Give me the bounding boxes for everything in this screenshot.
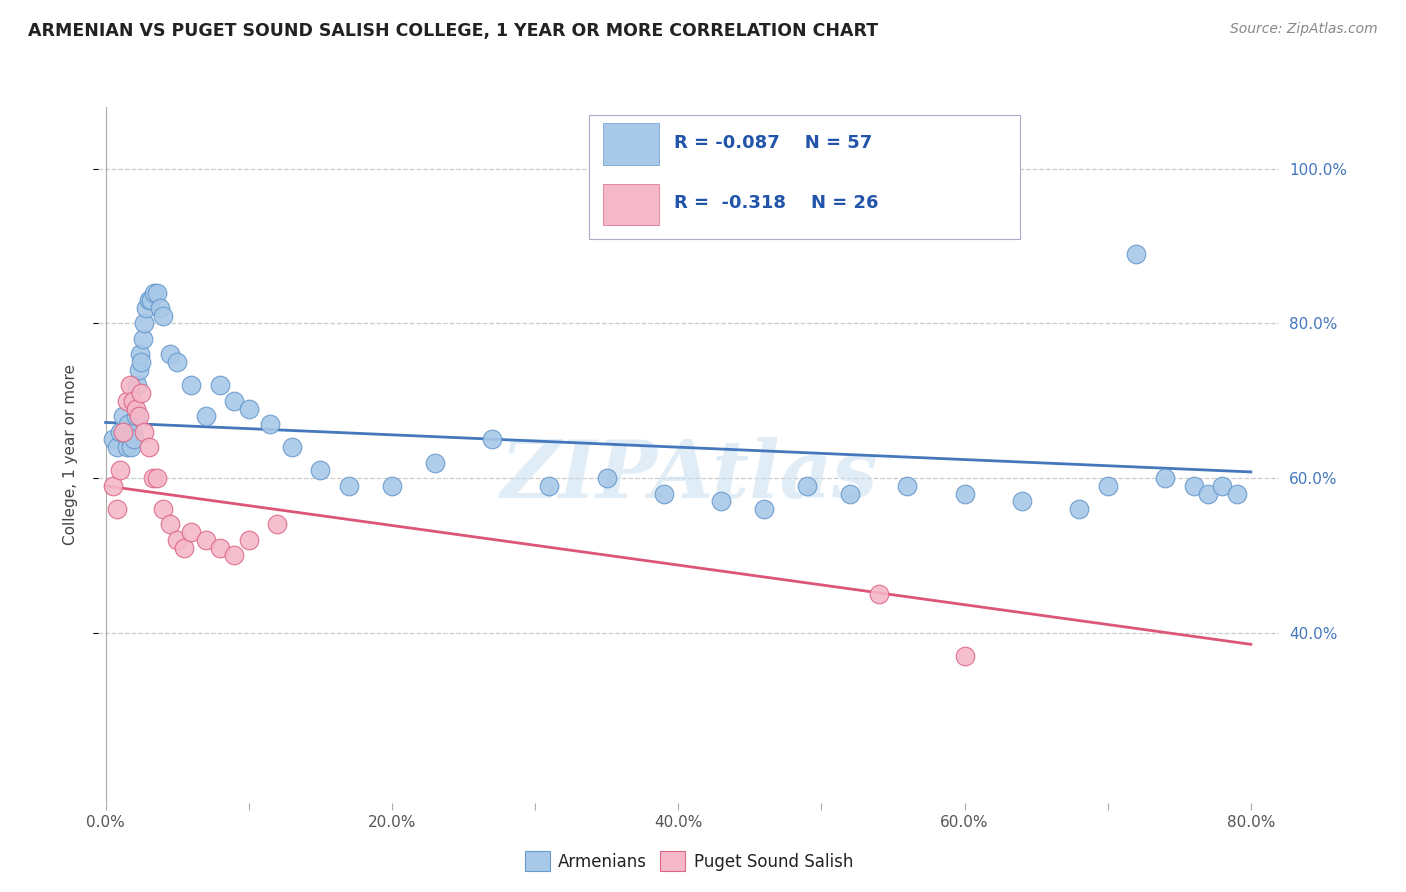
Point: [121, 393, 143, 408]
Point: [132, 332, 155, 346]
Point: [538, 479, 561, 493]
Point: [259, 417, 281, 431]
Point: [134, 317, 156, 331]
Point: [238, 401, 260, 416]
Point: [423, 456, 446, 470]
Point: [1225, 486, 1247, 500]
Point: [159, 347, 181, 361]
Point: [115, 440, 138, 454]
Point: [1125, 247, 1147, 261]
Point: [125, 378, 148, 392]
Point: [122, 433, 145, 447]
Point: [209, 378, 232, 392]
Point: [138, 293, 160, 308]
Point: [224, 393, 246, 408]
Legend: Armenians, Puget Sound Salish: Armenians, Puget Sound Salish: [517, 845, 860, 878]
Point: [117, 417, 139, 431]
Point: [1067, 502, 1090, 516]
Point: [1211, 479, 1233, 493]
Point: [194, 409, 217, 424]
Point: [595, 471, 617, 485]
Point: [752, 502, 775, 516]
Point: [839, 486, 862, 500]
Point: [115, 393, 138, 408]
Point: [101, 479, 124, 493]
Point: [138, 440, 160, 454]
Text: ARMENIAN VS PUGET SOUND SALISH COLLEGE, 1 YEAR OR MORE CORRELATION CHART: ARMENIAN VS PUGET SOUND SALISH COLLEGE, …: [28, 22, 879, 40]
Point: [953, 486, 976, 500]
Point: [101, 433, 124, 447]
Point: [114, 425, 136, 439]
Point: [280, 440, 302, 454]
Point: [381, 479, 404, 493]
Point: [166, 533, 188, 547]
Point: [1154, 471, 1177, 485]
Text: R = -0.087    N = 57: R = -0.087 N = 57: [673, 134, 872, 152]
Point: [166, 355, 188, 369]
Point: [105, 502, 128, 516]
Point: [118, 378, 141, 392]
Point: [238, 533, 260, 547]
Point: [128, 409, 150, 424]
Point: [868, 587, 890, 601]
Point: [1197, 486, 1219, 500]
Point: [146, 471, 169, 485]
Point: [128, 363, 150, 377]
Point: [121, 425, 143, 439]
Text: ZIPAtlas: ZIPAtlas: [501, 437, 877, 515]
Point: [135, 301, 157, 315]
Point: [108, 463, 131, 477]
Point: [118, 433, 141, 447]
Point: [224, 549, 246, 563]
Point: [134, 425, 156, 439]
Text: Source: ZipAtlas.com: Source: ZipAtlas.com: [1230, 22, 1378, 37]
Point: [152, 309, 174, 323]
Point: [953, 648, 976, 663]
Point: [652, 486, 675, 500]
Point: [129, 347, 152, 361]
Point: [120, 440, 142, 454]
FancyBboxPatch shape: [603, 184, 659, 226]
FancyBboxPatch shape: [603, 123, 659, 165]
Y-axis label: College, 1 year or more: College, 1 year or more: [63, 365, 77, 545]
FancyBboxPatch shape: [589, 115, 1019, 239]
Point: [194, 533, 217, 547]
Point: [124, 409, 146, 424]
Point: [152, 502, 174, 516]
Point: [309, 463, 332, 477]
Point: [796, 479, 818, 493]
Point: [143, 285, 166, 300]
Point: [1182, 479, 1205, 493]
Point: [124, 401, 146, 416]
Point: [1097, 479, 1119, 493]
Point: [173, 541, 195, 555]
Point: [710, 494, 733, 508]
Point: [481, 433, 503, 447]
Point: [108, 425, 131, 439]
Point: [896, 479, 918, 493]
Point: [209, 541, 232, 555]
Point: [146, 285, 169, 300]
Text: R =  -0.318    N = 26: R = -0.318 N = 26: [673, 194, 879, 212]
Point: [180, 525, 202, 540]
Point: [149, 301, 172, 315]
Point: [111, 409, 134, 424]
Point: [142, 471, 165, 485]
Point: [111, 425, 134, 439]
Point: [159, 517, 181, 532]
Point: [180, 378, 202, 392]
Point: [266, 517, 288, 532]
Point: [1011, 494, 1033, 508]
Point: [141, 293, 163, 308]
Point: [131, 386, 153, 401]
Point: [131, 355, 153, 369]
Point: [105, 440, 128, 454]
Point: [337, 479, 360, 493]
